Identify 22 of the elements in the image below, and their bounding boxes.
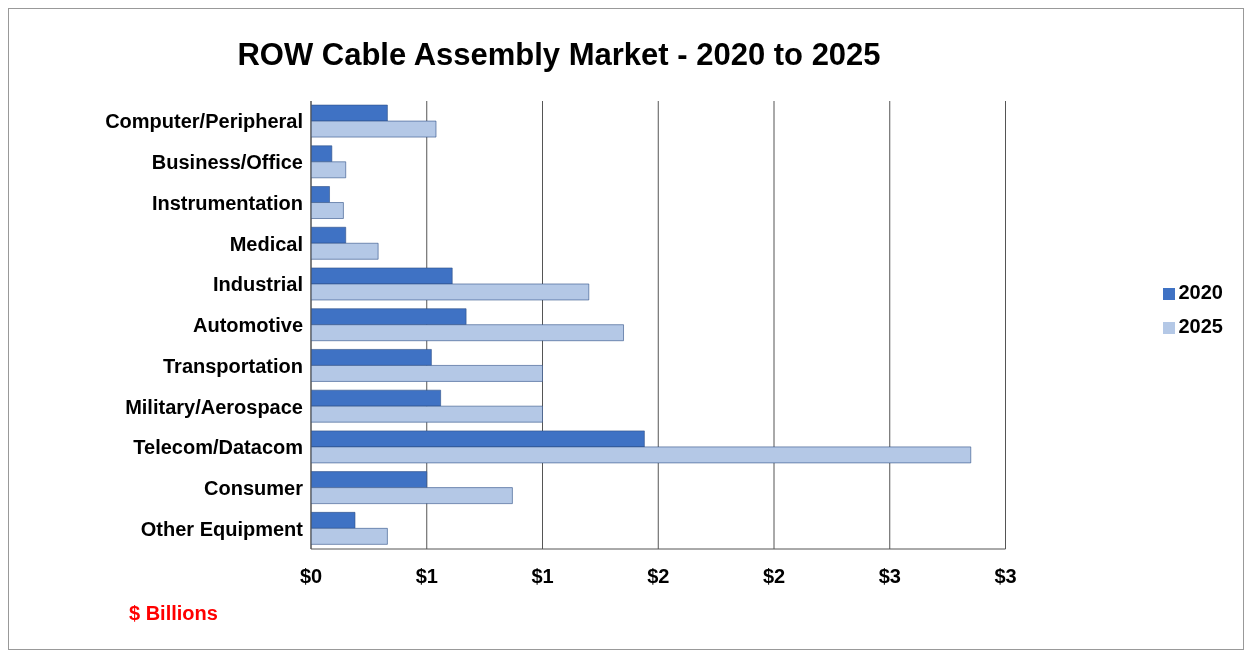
x-tick-label: $2 (647, 565, 670, 588)
y-tick-label: Consumer (204, 477, 304, 500)
x-tick-label: $0 (299, 565, 323, 588)
y-tick-label: Medical (229, 232, 303, 255)
chart-title: ROW Cable Assembly Market - 2020 to 2025 (236, 37, 882, 73)
y-tick-label: Instrumentation (151, 191, 303, 214)
x-axis-title: $ Billions (129, 602, 218, 625)
x-tick-label: $3 (878, 565, 901, 588)
y-tick-label: Business/Office (151, 151, 303, 174)
y-tick-label: Military/Aerospace (125, 395, 303, 418)
y-tick-label: Automotive (193, 314, 303, 337)
legend-label: 2025 (1178, 315, 1223, 337)
y-tick-label: Industrial (212, 273, 303, 296)
legend-label: 2020 (1178, 281, 1223, 303)
y-tick-label: Telecom/Datacom (133, 436, 303, 459)
x-tick-label: $3 (994, 565, 1017, 588)
y-tick-label: Other Equipment (140, 517, 304, 540)
y-tick-label: Transportation (162, 354, 303, 377)
x-tick-label: $1 (531, 565, 554, 588)
x-tick-label: $2 (762, 565, 786, 588)
x-tick-label: $1 (415, 565, 438, 588)
y-tick-label: Computer/Peripheral (105, 110, 303, 133)
